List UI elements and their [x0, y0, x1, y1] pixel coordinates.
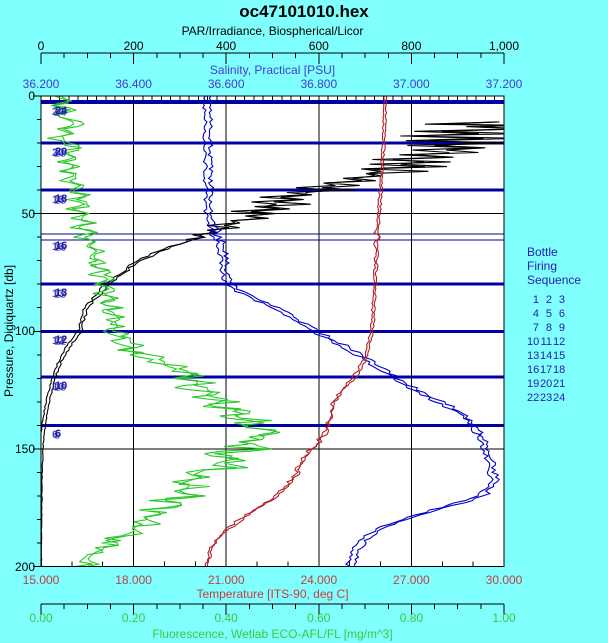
legend-row: 192021: [527, 377, 581, 391]
fluorescence-tick-label: 0.40: [214, 611, 238, 625]
salinity-tick-label: 36.400: [115, 77, 152, 91]
fluorescence-axis-label: Fluorescence, Wetlab ECO-AFL/FL [mg/m^3]: [152, 627, 393, 641]
legend-bottle-number: 14: [540, 350, 553, 362]
bottle-line-label: 6: [55, 428, 62, 441]
salinity-tick-label: 36.800: [300, 77, 338, 91]
bottle-line-label: 13: [55, 287, 68, 300]
salinity-tick-label: 36.200: [22, 77, 60, 91]
fluorescence-tick-label: 0.00: [29, 611, 53, 625]
plot-border: [40, 95, 505, 567]
legend-bottle-number: 15: [553, 350, 566, 362]
salinity-tick-label: 37.000: [393, 77, 430, 91]
bottle-firing-legend: Bottle Firing Sequence 1 2 3 4 5 6 7 8 9 101112 13…: [527, 245, 581, 405]
pressure-tick-label: 200: [14, 559, 35, 574]
legend-bottle-number: 11: [540, 336, 552, 348]
bottle-line-label: 10: [55, 380, 68, 393]
pressure-tick-label: 100: [14, 324, 35, 339]
fluorescence-tick-label: 0.60: [307, 611, 331, 625]
fluorescence-tick-label: 0.80: [399, 611, 424, 625]
fluorescence-curve: [47, 96, 277, 566]
temperature-tick-label: 15.000: [22, 573, 60, 587]
legend-row: 131415: [527, 349, 581, 363]
legend-rows: 1 2 3 4 5 6 7 8 9 101112 131415 161718 192021 222324: [527, 293, 581, 405]
pressure-tick-label: 50: [21, 206, 35, 221]
legend-bottle-number: 13: [527, 350, 540, 362]
legend-bottle-number: 16: [527, 364, 540, 376]
salinity-tick-label: 37.200: [485, 77, 523, 91]
legend-bottle-number: 8: [545, 322, 552, 334]
salinity-axis-label: Salinity, Practical [PSU]: [209, 63, 336, 77]
legend-bottle-number: 2: [545, 294, 552, 306]
par-tick-label: 0: [37, 39, 45, 53]
bottle-line-label: 16: [55, 240, 68, 253]
par-axis-label: PAR/Irradiance, Biospherical/Licor: [181, 24, 364, 38]
fluorescence-tick-label: 1.00: [492, 611, 516, 625]
legend-bottle-number: 1: [532, 294, 539, 306]
bottle-line-label: 18: [55, 193, 68, 206]
bottle-line-label: 20: [55, 146, 68, 159]
legend-bottle-number: 10: [527, 336, 540, 348]
par-tick-label: 1,000: [488, 39, 520, 53]
legend-bottle-number: 22: [527, 392, 540, 404]
par-tick-label: 600: [308, 39, 329, 53]
legend-bottle-number: 5: [545, 308, 552, 320]
legend-row: 101112: [527, 335, 581, 349]
temperature-axis-label: Temperature [ITS-90, deg C]: [196, 587, 349, 601]
legend-row: 222324: [527, 391, 581, 405]
fluorescence-tick-label: 0.20: [121, 611, 146, 625]
page-title: oc47101010.hex: [239, 2, 369, 21]
bottle-line-label: 24: [55, 105, 68, 118]
legend-bottle-number: 18: [553, 364, 566, 376]
temperature-tick-label: 21.000: [207, 573, 245, 587]
legend-bottle-number: 24: [553, 392, 566, 404]
legend-bottle-number: 20: [540, 378, 553, 390]
salinity-tick-label: 36.600: [207, 77, 245, 91]
par-tick-label: 800: [401, 39, 422, 53]
legend-bottle-number: 7: [532, 322, 539, 334]
legend-row: 161718: [527, 363, 581, 377]
legend-bottle-number: 21: [553, 378, 566, 390]
temperature-curve: [204, 96, 386, 566]
temperature-tick-label: 27.000: [393, 573, 430, 587]
legend-bottle-number: 9: [558, 322, 565, 334]
legend-bottle-number: 3: [558, 294, 565, 306]
legend-title-line: Bottle: [527, 245, 558, 259]
temperature-tick-label: 30.000: [485, 573, 523, 587]
legend-title-line: Firing: [527, 259, 558, 273]
salinity-curve: [207, 96, 501, 566]
temperature-tick-label: 18.000: [115, 573, 152, 587]
temperature-curve: [206, 96, 388, 566]
legend-bottle-number: 23: [540, 392, 553, 404]
par-irradiance-curve: [41, 121, 504, 566]
temperature-tick-label: 24.000: [300, 573, 338, 587]
legend-bottle-number: 4: [532, 308, 539, 320]
par-tick-label: 400: [216, 39, 237, 53]
legend-bottle-number: 17: [540, 364, 553, 376]
par-tick-label: 200: [123, 39, 144, 53]
legend-bottle-number: 12: [553, 336, 566, 348]
par-irradiance-curve: [41, 121, 504, 436]
legend-title-line: Sequence: [527, 273, 582, 287]
pressure-tick-label: 0: [28, 89, 35, 103]
legend-bottle-number: 19: [527, 378, 540, 390]
legend-bottle-number: 6: [558, 308, 565, 320]
fluorescence-curve: [52, 96, 281, 566]
pressure-tick-label: 150: [14, 441, 35, 456]
curves-group: [41, 96, 504, 566]
salinity-curve: [202, 96, 494, 566]
bottle-line-label: 12: [55, 334, 68, 347]
